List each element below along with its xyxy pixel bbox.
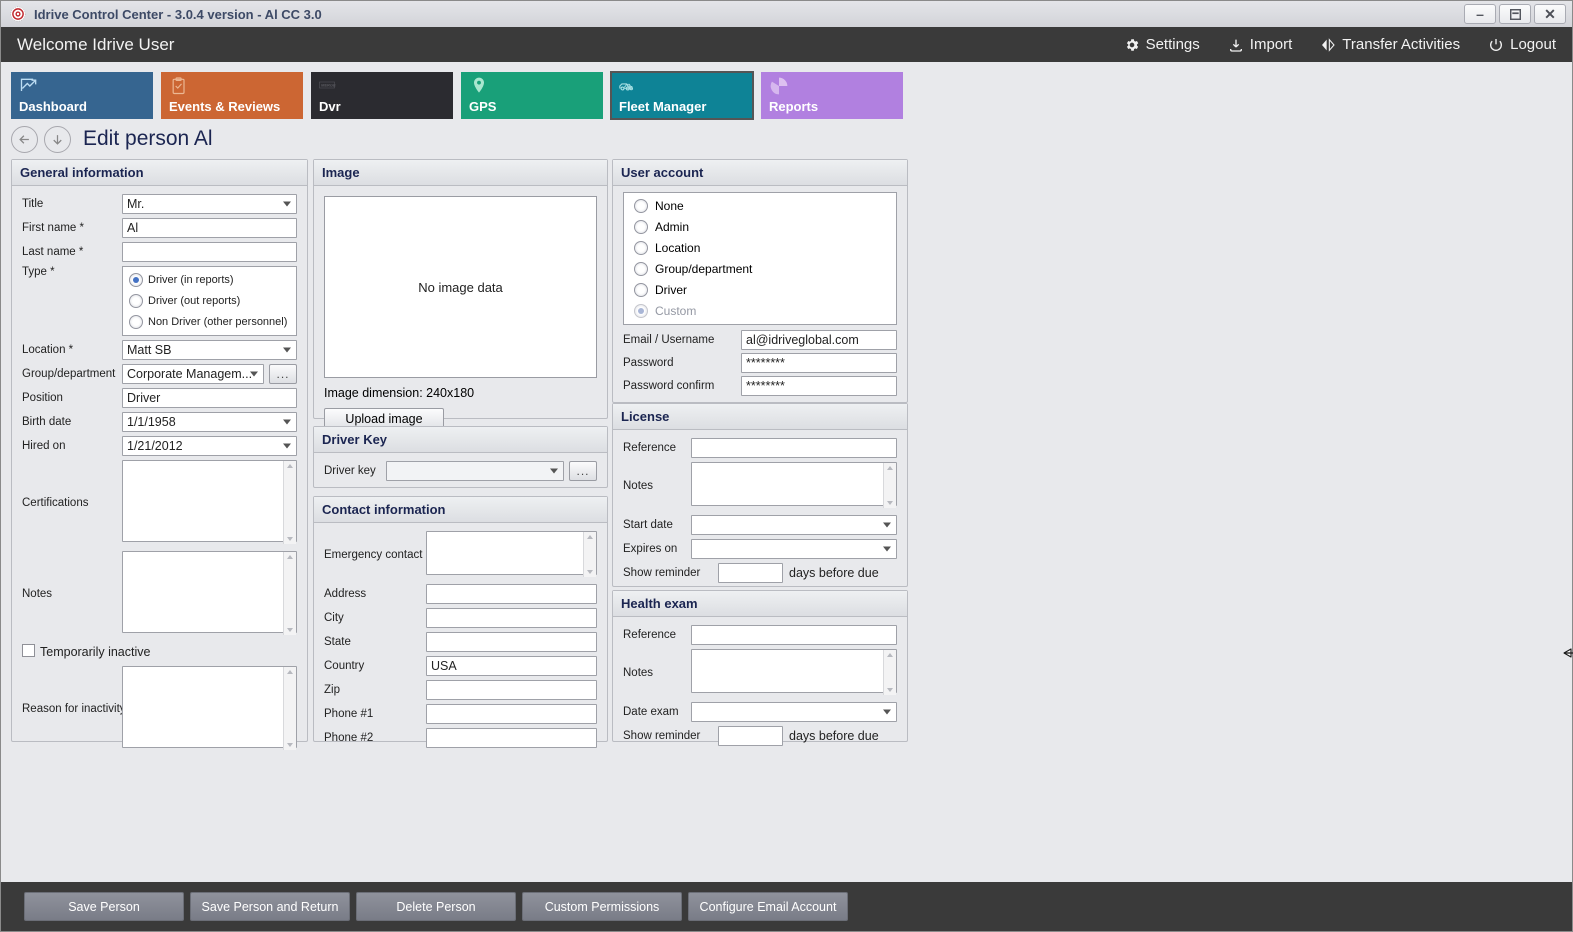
svg-text:MERGE: MERGE [321,83,336,88]
